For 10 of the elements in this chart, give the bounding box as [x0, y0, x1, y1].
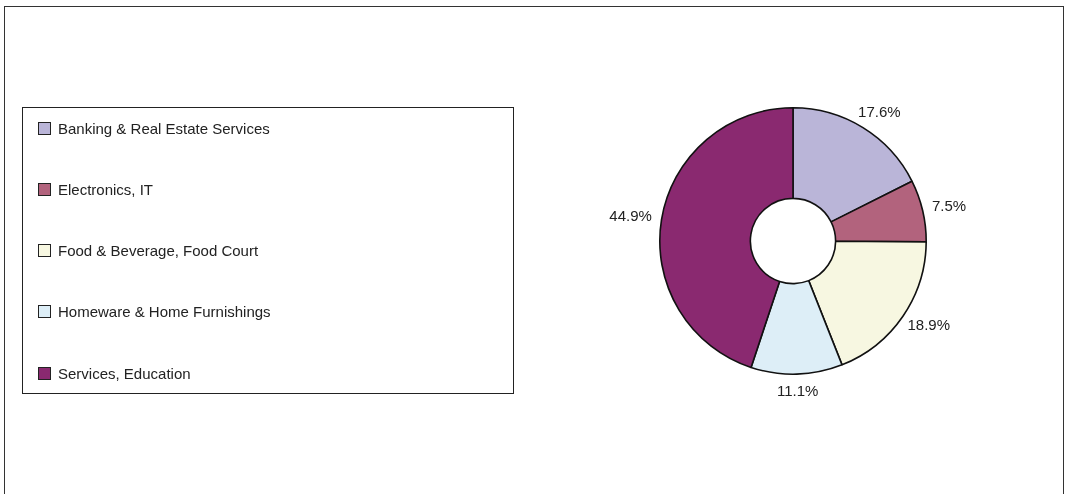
data-label: 18.9%	[907, 316, 951, 334]
data-label: 11.1%	[776, 381, 819, 399]
legend-label: Electronics, IT	[58, 180, 154, 198]
legend-label: Food & Beverage, Food Court	[58, 242, 259, 259]
legend-label: Homeware & Home Furnishings	[58, 303, 271, 321]
data-label: 7.5%	[932, 196, 967, 214]
data-label: 17.6%	[858, 102, 901, 120]
legend-label: Services, Education	[58, 364, 191, 382]
legend-label: Banking & Real Estate Services	[58, 119, 270, 137]
data-label: 44.9%	[609, 207, 652, 225]
